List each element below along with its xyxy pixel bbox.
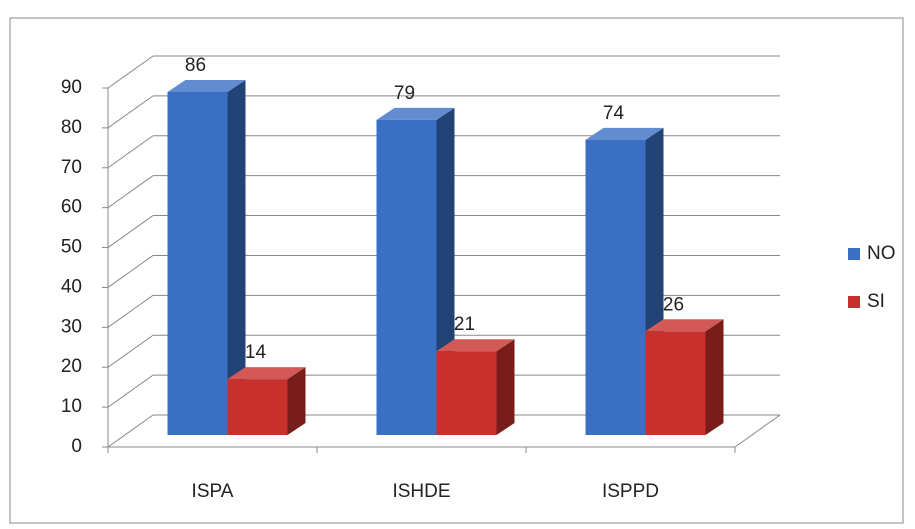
bar-side <box>287 367 306 435</box>
y-tick-label: 60 <box>61 197 82 218</box>
data-label: 79 <box>394 83 415 104</box>
y-tick-label: 90 <box>61 77 82 98</box>
grid-line <box>107 414 154 448</box>
legend-label: SI <box>867 291 885 312</box>
bar-top <box>645 319 724 332</box>
bar-top <box>376 107 455 120</box>
floor-edge <box>734 414 781 448</box>
bar-side <box>705 319 724 435</box>
chart-frame <box>9 17 904 524</box>
x-tick-label: ISPPD <box>602 481 659 502</box>
bar <box>167 91 228 435</box>
grid-line <box>107 294 154 328</box>
y-tick-label: 30 <box>61 316 82 337</box>
grid-line <box>107 95 154 129</box>
bar <box>227 379 288 435</box>
bar-top <box>585 127 664 140</box>
y-tick-label: 20 <box>61 356 82 377</box>
y-tick-label: 10 <box>61 396 82 417</box>
y-tick-label: 0 <box>71 436 82 457</box>
bar-side <box>496 339 515 435</box>
y-tick-label: 80 <box>61 117 82 138</box>
grid-line <box>107 135 154 169</box>
data-label: 26 <box>663 294 684 315</box>
y-tick-label: 40 <box>61 276 82 297</box>
grid-line <box>107 334 154 368</box>
data-label: 86 <box>185 55 206 76</box>
x-tick-label: ISPA <box>192 481 234 502</box>
data-label: 21 <box>454 314 475 335</box>
bar-top <box>227 367 306 380</box>
bar-side <box>227 79 246 435</box>
legend-swatch <box>848 248 860 260</box>
data-label: 74 <box>603 103 625 124</box>
grid-line <box>107 215 154 248</box>
y-tick-label: 50 <box>61 237 82 258</box>
bar <box>645 331 706 435</box>
legend-label: NO <box>867 243 896 264</box>
grid-line <box>107 175 154 209</box>
bar <box>436 351 497 435</box>
bar <box>585 139 646 436</box>
data-label: 14 <box>245 342 267 363</box>
bar-top <box>436 339 515 352</box>
bar <box>376 119 437 435</box>
grid-line <box>107 255 154 288</box>
grid-line <box>107 374 154 408</box>
legend-swatch <box>848 296 860 308</box>
y-tick-label: 70 <box>61 157 82 178</box>
x-tick-label: ISHDE <box>392 481 450 502</box>
bar-top <box>167 79 246 92</box>
grid-line <box>107 55 154 89</box>
